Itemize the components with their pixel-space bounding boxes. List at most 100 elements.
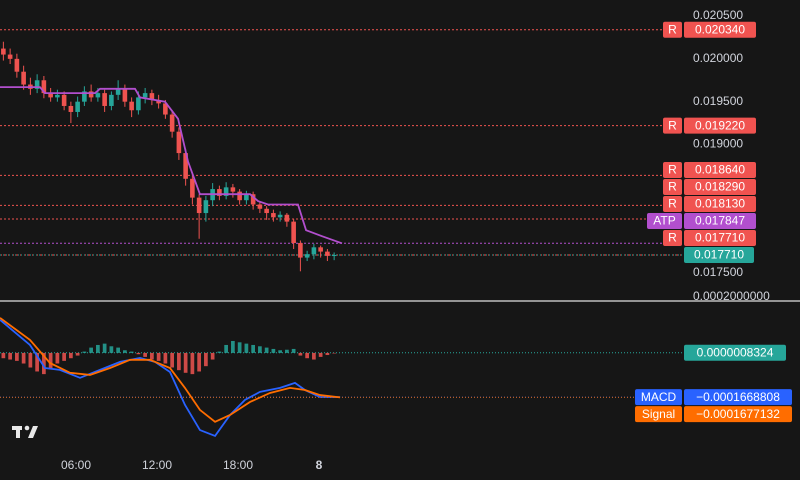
candle-body — [304, 254, 310, 258]
histogram-bar — [325, 352, 330, 356]
candle-body — [230, 187, 236, 192]
candle-body — [14, 58, 20, 72]
candle-body — [271, 213, 276, 218]
price-label-box — [684, 389, 792, 406]
candle-body — [264, 208, 269, 214]
tag-box — [663, 162, 682, 179]
histogram-bar — [291, 348, 296, 353]
candle-body — [237, 191, 242, 201]
candle-body — [75, 101, 80, 112]
tag-label: R — [668, 22, 677, 36]
price-label-box — [684, 247, 754, 264]
tag-box — [635, 389, 682, 406]
tag-box — [663, 196, 682, 213]
x-tick-label: 06:00 — [61, 458, 91, 472]
histogram-bar — [312, 352, 316, 360]
histogram-bar — [8, 352, 12, 360]
tag-label: R — [668, 197, 677, 211]
price-label: 0.020340 — [695, 22, 745, 36]
histogram-bar — [109, 346, 114, 353]
candle-body — [149, 93, 155, 100]
y-tick-label: 0.020500 — [693, 8, 743, 22]
histogram-bar — [129, 351, 134, 353]
histogram-bar — [237, 342, 242, 353]
candle-body — [82, 91, 87, 102]
histogram-bar — [305, 352, 309, 359]
candle-body — [129, 101, 134, 111]
histogram-bar — [28, 352, 33, 368]
candle-body — [250, 194, 256, 205]
histogram-bar — [136, 352, 141, 355]
tag-box — [663, 21, 682, 38]
price-label-box — [684, 344, 786, 361]
price-label-box — [684, 230, 756, 247]
price-label-box — [684, 196, 756, 213]
tag-label: R — [668, 231, 677, 245]
histogram-bar — [210, 352, 215, 360]
candle-body — [61, 94, 67, 106]
price-label-box — [684, 179, 756, 196]
candle-body — [88, 91, 94, 98]
tag-label: ATP — [653, 214, 675, 228]
histogram-bar — [278, 350, 282, 353]
histogram-bar — [258, 346, 262, 353]
tag-label: R — [668, 118, 677, 132]
price-label-box — [684, 213, 756, 230]
price-label: 0.017847 — [695, 214, 745, 228]
candle-body — [109, 94, 114, 106]
y-tick-label: 0.0002000000 — [693, 289, 770, 303]
histogram-bar — [285, 349, 289, 353]
candle-body — [68, 105, 74, 112]
candle-body — [7, 54, 13, 59]
logo-part — [24, 425, 30, 431]
histogram-bar — [21, 352, 26, 364]
histogram-bar — [318, 352, 323, 357]
histogram-bar — [123, 350, 127, 353]
histogram-bar — [197, 352, 201, 372]
histogram-bar — [177, 352, 181, 371]
candle-body — [217, 189, 222, 196]
price-label: 0.017710 — [695, 231, 745, 245]
candle-body — [183, 153, 188, 179]
candle-body — [136, 97, 141, 111]
price-label-box — [684, 406, 792, 423]
candle-body — [277, 214, 283, 218]
y-tick-label: 0.019000 — [693, 137, 743, 151]
histogram-bar — [244, 343, 249, 353]
candle-body — [102, 93, 107, 106]
price-label: −0.0001677132 — [696, 407, 780, 421]
histogram-bar — [224, 344, 228, 353]
histogram-bar — [69, 352, 73, 359]
candle-body — [318, 247, 323, 252]
histogram-bar — [82, 351, 87, 353]
plot-layer: 0.020500 0.020000 0.019500 0.019000 0.017500… — [0, 8, 792, 472]
histogram-bar — [102, 343, 107, 353]
candle-body — [176, 131, 182, 154]
logo-part — [28, 426, 38, 438]
candle-body — [190, 178, 195, 198]
histogram-bar — [271, 348, 276, 353]
candle-body — [244, 194, 249, 201]
price-label: 0.018130 — [695, 197, 745, 211]
histogram-bar — [143, 352, 147, 357]
tag-box — [635, 406, 682, 423]
candle-body — [115, 88, 121, 95]
histogram-bar — [251, 344, 255, 353]
price-label: 0.0000008324 — [697, 345, 774, 359]
histogram-bar — [15, 352, 19, 361]
histogram-bar — [217, 351, 222, 353]
price-label: 0.018290 — [695, 180, 745, 194]
price-label-box — [684, 21, 756, 38]
x-tick-label: 8 — [316, 458, 323, 472]
candle-body — [298, 243, 303, 258]
candle-body — [95, 93, 101, 98]
histogram-bar — [42, 352, 46, 375]
histogram-bar — [204, 352, 208, 367]
candle-body — [1, 48, 6, 55]
y-tick-label: 0.017500 — [693, 265, 743, 279]
histogram-bar — [89, 347, 93, 353]
histogram-bar — [75, 352, 80, 356]
candle-body — [163, 103, 168, 115]
logo-part — [16, 426, 20, 438]
candle-body — [142, 93, 148, 98]
